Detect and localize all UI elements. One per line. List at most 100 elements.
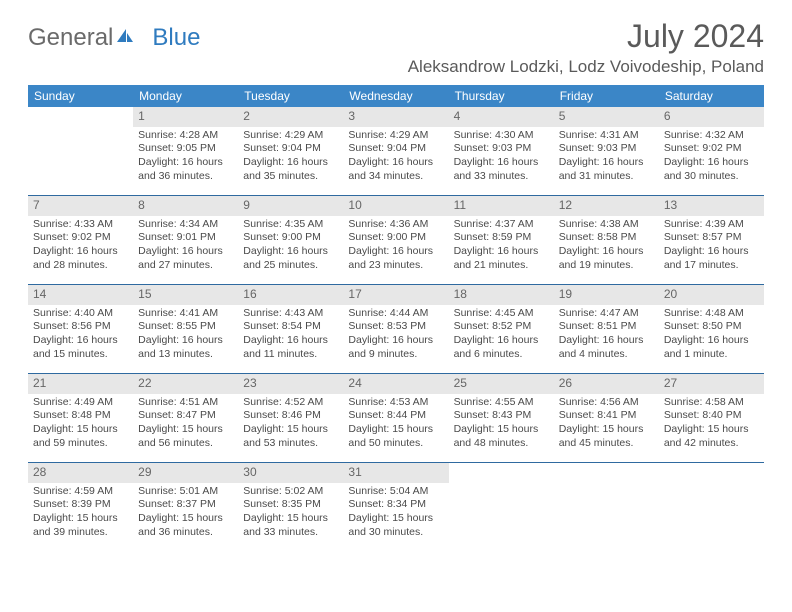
weekday-header: Sunday Monday Tuesday Wednesday Thursday… [28,85,764,107]
cell-body: Sunrise: 4:43 AMSunset: 8:54 PMDaylight:… [238,307,343,366]
day-number: 4 [449,107,554,127]
daylight-text: Daylight: 15 hours and 30 minutes. [348,512,443,539]
day-number: 23 [238,374,343,394]
sunrise-text: Sunrise: 4:44 AM [348,307,443,321]
calendar-cell: 13Sunrise: 4:39 AMSunset: 8:57 PMDayligh… [659,196,764,284]
daylight-text: Daylight: 16 hours and 23 minutes. [348,245,443,272]
sunrise-text: Sunrise: 4:30 AM [454,129,549,143]
day-number: 31 [343,463,448,483]
calendar-week: 7Sunrise: 4:33 AMSunset: 9:02 PMDaylight… [28,195,764,284]
weekday-label: Tuesday [238,85,343,107]
daylight-text: Daylight: 15 hours and 36 minutes. [138,512,233,539]
sunset-text: Sunset: 8:55 PM [138,320,233,334]
title-block: July 2024 Aleksandrow Lodzki, Lodz Voivo… [408,18,764,77]
daylight-text: Daylight: 16 hours and 1 minute. [664,334,759,361]
day-number: 8 [133,196,238,216]
cell-body: Sunrise: 4:28 AMSunset: 9:05 PMDaylight:… [133,129,238,188]
calendar-cell [28,107,133,195]
cell-body: Sunrise: 4:31 AMSunset: 9:03 PMDaylight:… [554,129,659,188]
day-number: 11 [449,196,554,216]
cell-body: Sunrise: 4:56 AMSunset: 8:41 PMDaylight:… [554,396,659,455]
sunrise-text: Sunrise: 4:51 AM [138,396,233,410]
calendar-cell: 30Sunrise: 5:02 AMSunset: 8:35 PMDayligh… [238,463,343,551]
day-number: 2 [238,107,343,127]
sunset-text: Sunset: 8:40 PM [664,409,759,423]
daylight-text: Daylight: 15 hours and 33 minutes. [243,512,338,539]
sunset-text: Sunset: 8:48 PM [33,409,128,423]
cell-body: Sunrise: 4:37 AMSunset: 8:59 PMDaylight:… [449,218,554,277]
cell-body: Sunrise: 4:44 AMSunset: 8:53 PMDaylight:… [343,307,448,366]
daylight-text: Daylight: 16 hours and 33 minutes. [454,156,549,183]
sunrise-text: Sunrise: 4:32 AM [664,129,759,143]
day-number: 25 [449,374,554,394]
daylight-text: Daylight: 16 hours and 30 minutes. [664,156,759,183]
calendar-cell: 20Sunrise: 4:48 AMSunset: 8:50 PMDayligh… [659,285,764,373]
cell-body: Sunrise: 4:30 AMSunset: 9:03 PMDaylight:… [449,129,554,188]
calendar-cell: 11Sunrise: 4:37 AMSunset: 8:59 PMDayligh… [449,196,554,284]
sunrise-text: Sunrise: 4:34 AM [138,218,233,232]
sunrise-text: Sunrise: 4:49 AM [33,396,128,410]
sunrise-text: Sunrise: 5:04 AM [348,485,443,499]
daylight-text: Daylight: 16 hours and 21 minutes. [454,245,549,272]
sunset-text: Sunset: 8:41 PM [559,409,654,423]
weekday-label: Saturday [659,85,764,107]
cell-body: Sunrise: 4:39 AMSunset: 8:57 PMDaylight:… [659,218,764,277]
brand-logo: General Blue [28,18,200,52]
calendar: Sunday Monday Tuesday Wednesday Thursday… [28,85,764,551]
weekday-label: Friday [554,85,659,107]
sunset-text: Sunset: 8:58 PM [559,231,654,245]
sunrise-text: Sunrise: 4:41 AM [138,307,233,321]
day-number: 12 [554,196,659,216]
sunrise-text: Sunrise: 4:35 AM [243,218,338,232]
calendar-cell: 9Sunrise: 4:35 AMSunset: 9:00 PMDaylight… [238,196,343,284]
daylight-text: Daylight: 16 hours and 4 minutes. [559,334,654,361]
daylight-text: Daylight: 16 hours and 15 minutes. [33,334,128,361]
cell-body: Sunrise: 4:45 AMSunset: 8:52 PMDaylight:… [449,307,554,366]
daylight-text: Daylight: 15 hours and 56 minutes. [138,423,233,450]
sunset-text: Sunset: 8:34 PM [348,498,443,512]
sunset-text: Sunset: 9:02 PM [664,142,759,156]
daylight-text: Daylight: 15 hours and 45 minutes. [559,423,654,450]
daylight-text: Daylight: 16 hours and 27 minutes. [138,245,233,272]
day-number: 10 [343,196,448,216]
day-number: 6 [659,107,764,127]
calendar-cell: 2Sunrise: 4:29 AMSunset: 9:04 PMDaylight… [238,107,343,195]
cell-body [554,485,659,489]
day-number: 29 [133,463,238,483]
cell-body: Sunrise: 4:29 AMSunset: 9:04 PMDaylight:… [238,129,343,188]
weekday-label: Sunday [28,85,133,107]
sunrise-text: Sunrise: 4:47 AM [559,307,654,321]
weeks-container: 1Sunrise: 4:28 AMSunset: 9:05 PMDaylight… [28,107,764,551]
sunset-text: Sunset: 8:51 PM [559,320,654,334]
day-number: 14 [28,285,133,305]
daylight-text: Daylight: 16 hours and 17 minutes. [664,245,759,272]
calendar-cell [449,463,554,551]
sunset-text: Sunset: 8:37 PM [138,498,233,512]
sail-icon [116,27,134,45]
day-number: 27 [659,374,764,394]
cell-body [449,485,554,489]
calendar-cell: 24Sunrise: 4:53 AMSunset: 8:44 PMDayligh… [343,374,448,462]
sunset-text: Sunset: 8:52 PM [454,320,549,334]
calendar-cell: 6 Sunrise: 4:32 AMSunset: 9:02 PMDaylight… [659,107,764,195]
calendar-cell: 18Sunrise: 4:45 AMSunset: 8:52 PMDayligh… [449,285,554,373]
sunset-text: Sunset: 8:56 PM [33,320,128,334]
day-number: 1 [133,107,238,127]
calendar-cell: 19 Sunrise: 4:47 AMSunset: 8:51 PMDayligh… [554,285,659,373]
day-number: 7 [28,196,133,216]
calendar-cell: 8Sunrise: 4:34 AMSunset: 9:01 PMDaylight… [133,196,238,284]
day-number: 30 [238,463,343,483]
sunrise-text: Sunrise: 5:02 AM [243,485,338,499]
sunrise-text: Sunrise: 4:33 AM [33,218,128,232]
cell-body: Sunrise: 4:52 AMSunset: 8:46 PMDaylight:… [238,396,343,455]
daylight-text: Daylight: 16 hours and 25 minutes. [243,245,338,272]
sunrise-text: Sunrise: 4:48 AM [664,307,759,321]
sunset-text: Sunset: 8:53 PM [348,320,443,334]
day-number: 19 [554,285,659,305]
cell-body: Sunrise: 4:33 AMSunset: 9:02 PMDaylight:… [28,218,133,277]
location-text: Aleksandrow Lodzki, Lodz Voivodeship, Po… [408,57,764,77]
daylight-text: Daylight: 16 hours and 31 minutes. [559,156,654,183]
cell-body: Sunrise: 4:29 AMSunset: 9:04 PMDaylight:… [343,129,448,188]
cell-body: Sunrise: 5:02 AMSunset: 8:35 PMDaylight:… [238,485,343,544]
day-number: 9 [238,196,343,216]
